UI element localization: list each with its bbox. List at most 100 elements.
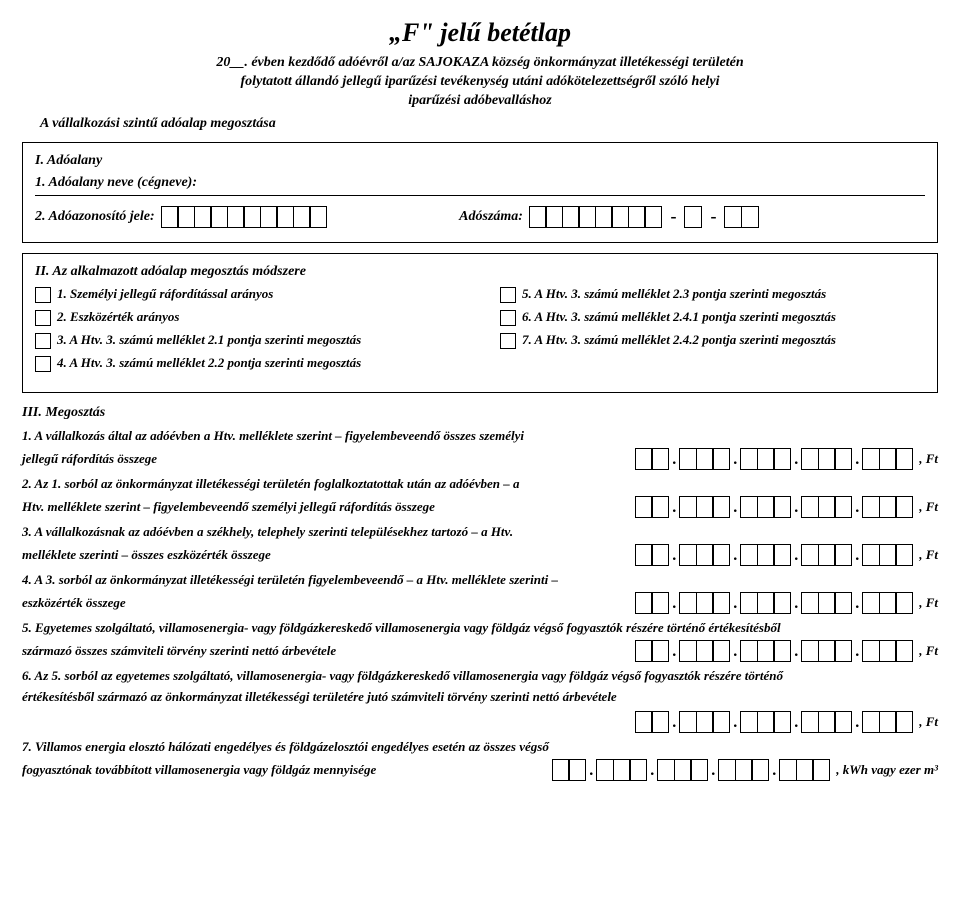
input-cell[interactable] bbox=[879, 448, 897, 470]
input-cell[interactable] bbox=[635, 711, 653, 733]
amount-group[interactable] bbox=[552, 759, 587, 781]
input-cell[interactable] bbox=[276, 206, 294, 228]
input-cell[interactable] bbox=[552, 759, 570, 781]
amount-group[interactable] bbox=[635, 640, 670, 662]
amount-group[interactable] bbox=[801, 640, 852, 662]
amount-group[interactable] bbox=[801, 544, 852, 566]
input-cell[interactable] bbox=[862, 711, 880, 733]
input-cell[interactable] bbox=[696, 448, 714, 470]
input-cell[interactable] bbox=[194, 206, 212, 228]
input-cell[interactable] bbox=[696, 592, 714, 614]
input-cell[interactable] bbox=[210, 206, 228, 228]
input-cell[interactable] bbox=[773, 496, 791, 518]
amount-field[interactable]: ...., Ft bbox=[635, 592, 938, 615]
input-cell[interactable] bbox=[862, 592, 880, 614]
input-cell[interactable] bbox=[712, 544, 730, 566]
input-cell[interactable] bbox=[227, 206, 245, 228]
input-cell[interactable] bbox=[834, 448, 852, 470]
input-cell[interactable] bbox=[260, 206, 278, 228]
input-cell[interactable] bbox=[651, 640, 669, 662]
input-cell[interactable] bbox=[834, 640, 852, 662]
input-cell[interactable] bbox=[757, 544, 775, 566]
input-cell[interactable] bbox=[596, 759, 614, 781]
input-cell[interactable] bbox=[679, 592, 697, 614]
input-cell[interactable] bbox=[651, 544, 669, 566]
checkbox[interactable] bbox=[35, 287, 51, 303]
input-cell[interactable] bbox=[635, 640, 653, 662]
input-cell[interactable] bbox=[657, 759, 675, 781]
input-cell[interactable] bbox=[635, 448, 653, 470]
input-cell[interactable] bbox=[595, 206, 613, 228]
input-cell[interactable] bbox=[718, 759, 736, 781]
input-cell[interactable] bbox=[161, 206, 179, 228]
input-cell[interactable] bbox=[243, 206, 261, 228]
amount-group[interactable] bbox=[779, 759, 830, 781]
input-cell[interactable] bbox=[773, 640, 791, 662]
input-cell[interactable] bbox=[562, 206, 580, 228]
input-cell[interactable] bbox=[801, 448, 819, 470]
amount-group[interactable] bbox=[657, 759, 708, 781]
input-cell[interactable] bbox=[879, 544, 897, 566]
input-cell[interactable] bbox=[651, 592, 669, 614]
input-cell[interactable] bbox=[674, 759, 692, 781]
input-cell[interactable] bbox=[773, 592, 791, 614]
input-cell[interactable] bbox=[635, 496, 653, 518]
input-cell[interactable] bbox=[740, 711, 758, 733]
amount-group[interactable] bbox=[740, 592, 791, 614]
amount-group[interactable] bbox=[801, 496, 852, 518]
input-cell[interactable] bbox=[879, 496, 897, 518]
input-cell[interactable] bbox=[834, 544, 852, 566]
tax-num-cells-2[interactable] bbox=[684, 206, 702, 228]
input-cell[interactable] bbox=[735, 759, 753, 781]
amount-group[interactable] bbox=[862, 544, 913, 566]
amount-group[interactable] bbox=[862, 592, 913, 614]
amount-group[interactable] bbox=[679, 448, 730, 470]
input-cell[interactable] bbox=[834, 496, 852, 518]
amount-group[interactable] bbox=[718, 759, 769, 781]
input-cell[interactable] bbox=[801, 711, 819, 733]
input-cell[interactable] bbox=[773, 544, 791, 566]
input-cell[interactable] bbox=[818, 448, 836, 470]
input-cell[interactable] bbox=[293, 206, 311, 228]
input-cell[interactable] bbox=[895, 544, 913, 566]
input-cell[interactable] bbox=[895, 448, 913, 470]
input-cell[interactable] bbox=[309, 206, 327, 228]
input-cell[interactable] bbox=[895, 640, 913, 662]
input-cell[interactable] bbox=[696, 544, 714, 566]
amount-group[interactable] bbox=[740, 544, 791, 566]
input-cell[interactable] bbox=[818, 711, 836, 733]
input-cell[interactable] bbox=[757, 448, 775, 470]
input-cell[interactable] bbox=[818, 544, 836, 566]
input-cell[interactable] bbox=[740, 640, 758, 662]
input-cell[interactable] bbox=[712, 640, 730, 662]
input-cell[interactable] bbox=[740, 448, 758, 470]
amount-field[interactable]: ...., Ft bbox=[635, 496, 938, 519]
input-cell[interactable] bbox=[801, 544, 819, 566]
input-cell[interactable] bbox=[773, 711, 791, 733]
input-cell[interactable] bbox=[679, 448, 697, 470]
input-cell[interactable] bbox=[545, 206, 563, 228]
input-cell[interactable] bbox=[679, 711, 697, 733]
input-cell[interactable] bbox=[712, 448, 730, 470]
input-cell[interactable] bbox=[862, 448, 880, 470]
input-cell[interactable] bbox=[529, 206, 547, 228]
input-cell[interactable] bbox=[684, 206, 702, 228]
amount-group[interactable] bbox=[679, 544, 730, 566]
input-cell[interactable] bbox=[834, 711, 852, 733]
amount-group[interactable] bbox=[740, 448, 791, 470]
amount-group[interactable] bbox=[862, 448, 913, 470]
input-cell[interactable] bbox=[712, 496, 730, 518]
amount-group[interactable] bbox=[740, 711, 791, 733]
input-cell[interactable] bbox=[818, 496, 836, 518]
input-cell[interactable] bbox=[801, 640, 819, 662]
input-cell[interactable] bbox=[712, 592, 730, 614]
input-cell[interactable] bbox=[611, 206, 629, 228]
input-cell[interactable] bbox=[801, 496, 819, 518]
amount-group[interactable] bbox=[862, 496, 913, 518]
input-cell[interactable] bbox=[757, 640, 775, 662]
tax-num-cells-3[interactable] bbox=[724, 206, 759, 228]
checkbox[interactable] bbox=[35, 356, 51, 372]
amount-group[interactable] bbox=[635, 496, 670, 518]
amount-group[interactable] bbox=[679, 592, 730, 614]
checkbox[interactable] bbox=[500, 310, 516, 326]
